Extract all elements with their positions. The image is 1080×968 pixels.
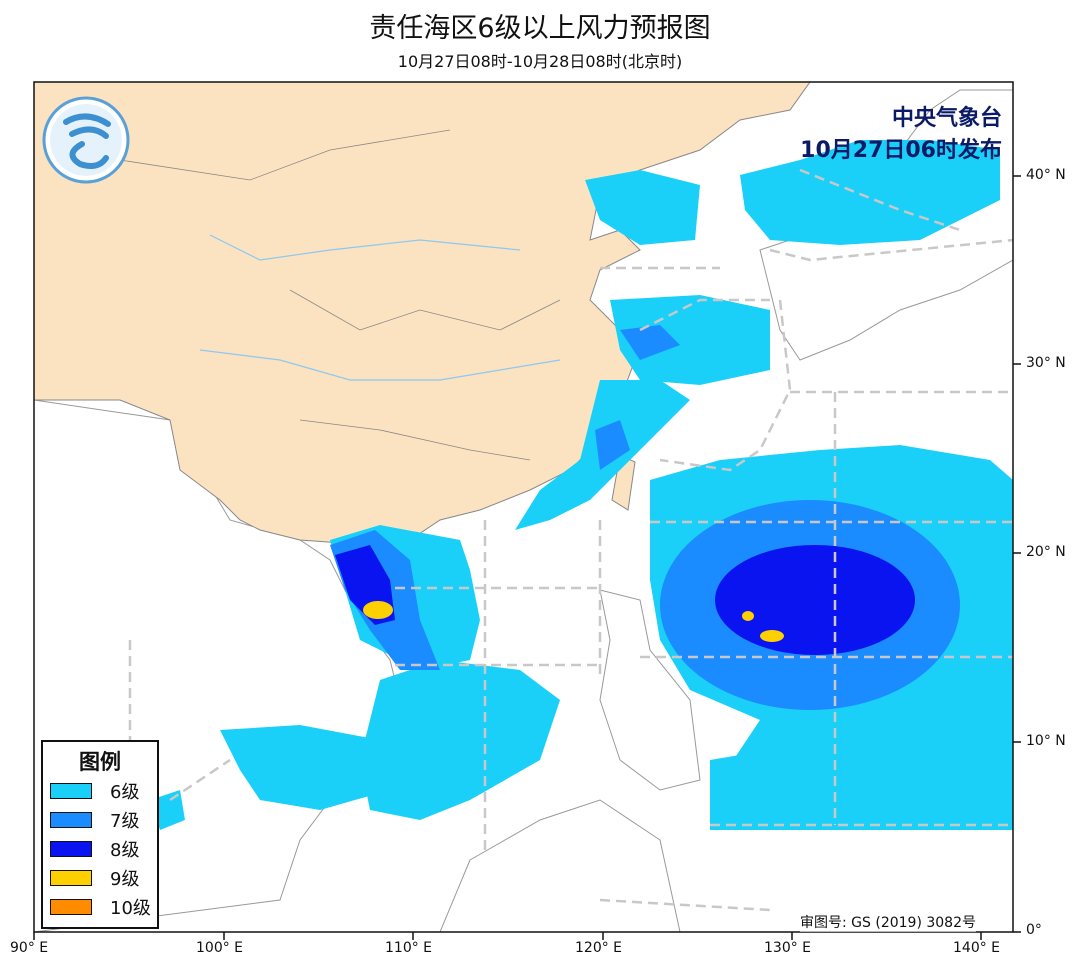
lon-label: 120° E (575, 940, 623, 956)
legend-item-9: 9级 (43, 863, 157, 892)
legend-label: 7级 (110, 810, 140, 832)
borneo-land (439, 799, 681, 932)
legend-item-10: 10级 (43, 892, 157, 921)
map-subtitle: 10月27日08时-10月28日08时(北京时) (397, 52, 683, 71)
legend-swatch (50, 898, 92, 915)
lon-label: 100° E (196, 940, 244, 956)
cma-logo (42, 96, 130, 184)
map-frame (33, 81, 1014, 933)
legend-label: 8级 (110, 839, 140, 861)
legend-item-8: 8级 (43, 834, 157, 863)
legend-label: 10级 (110, 897, 151, 919)
lat-label: 20° N (1026, 544, 1066, 560)
sea-area-boundaries (128, 168, 1013, 912)
legend: 图例 6级 7级 8级 9级 10级 (41, 740, 159, 929)
legend-swatch (50, 840, 92, 857)
legend-swatch (50, 811, 92, 828)
level-9-areas (363, 601, 784, 642)
legend-label: 9级 (110, 868, 140, 890)
rivers (199, 234, 561, 381)
legend-title: 图例 (79, 750, 121, 774)
lon-label: 110° E (385, 940, 433, 956)
lon-label: 130° E (764, 940, 812, 956)
issue-time: 10月27日06时发布 (800, 138, 1002, 163)
philippines-land (599, 589, 701, 791)
issuer-name: 中央气象台 (891, 106, 1002, 131)
legend-item-6: 6级 (43, 776, 157, 805)
lat-label: 30° N (1026, 355, 1066, 371)
axis-ticks (33, 175, 1021, 940)
lon-label: 140° E (953, 940, 1001, 956)
province-borders (119, 129, 561, 461)
map-title: 责任海区6级以上风力预报图 (369, 13, 711, 44)
lon-label: 90° E (10, 940, 49, 956)
lat-label: 10° N (1026, 733, 1066, 749)
lat-label: 0° (1026, 922, 1042, 938)
legend-swatch (50, 782, 92, 799)
legend-label: 6级 (110, 781, 140, 803)
lat-label: 40° N (1026, 167, 1066, 183)
legend-item-7: 7级 (43, 805, 157, 834)
review-number: 审图号: GS (2019) 3082号 (800, 912, 976, 932)
legend-swatch (50, 869, 92, 886)
